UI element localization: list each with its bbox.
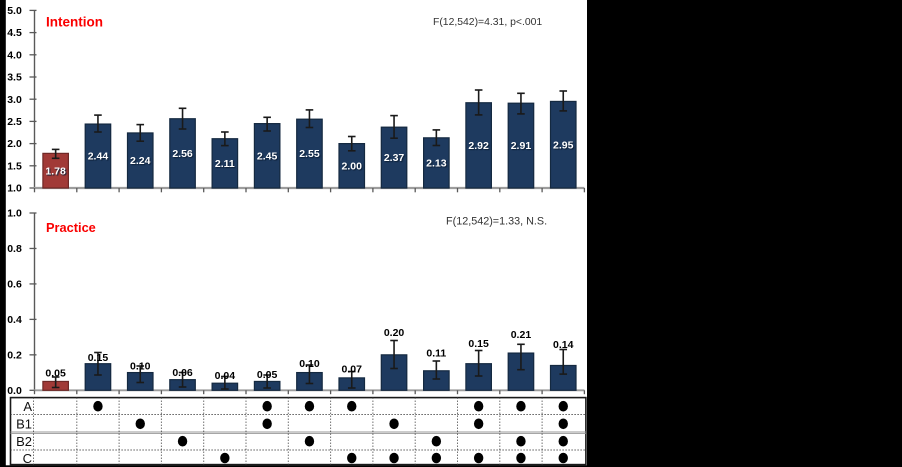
- svg-text:0.05: 0.05: [45, 368, 66, 380]
- svg-text:1.0: 1.0: [7, 208, 22, 220]
- svg-text:4.0: 4.0: [7, 49, 22, 61]
- svg-text:5.0: 5.0: [7, 5, 22, 17]
- svg-text:1.0: 1.0: [7, 183, 22, 195]
- svg-text:0.15: 0.15: [468, 338, 489, 350]
- svg-text:2.00: 2.00: [342, 160, 363, 172]
- svg-text:2.92: 2.92: [468, 140, 489, 152]
- svg-text:4.5: 4.5: [7, 27, 22, 39]
- svg-text:2.24: 2.24: [130, 155, 151, 167]
- svg-text:2.45: 2.45: [257, 150, 278, 162]
- svg-text:0.15: 0.15: [88, 352, 109, 364]
- svg-text:0.04: 0.04: [215, 370, 236, 382]
- svg-text:0.14: 0.14: [553, 339, 574, 351]
- svg-text:2.55: 2.55: [299, 148, 320, 160]
- svg-text:2.91: 2.91: [511, 140, 532, 152]
- svg-text:1.5: 1.5: [7, 160, 22, 172]
- svg-text:0.20: 0.20: [384, 327, 405, 339]
- svg-text:A: A: [23, 399, 32, 414]
- svg-text:0.05: 0.05: [257, 369, 278, 381]
- svg-text:Intention: Intention: [46, 15, 103, 30]
- svg-text:F(12,542)=1.33, N.S.: F(12,542)=1.33, N.S.: [446, 216, 547, 228]
- svg-text:3.5: 3.5: [7, 72, 22, 84]
- svg-text:2.56: 2.56: [172, 148, 193, 160]
- svg-text:2.0: 2.0: [7, 138, 22, 150]
- svg-text:F(12,542)=4.31, p<.001: F(12,542)=4.31, p<.001: [433, 17, 542, 28]
- svg-text:Practice: Practice: [46, 220, 96, 235]
- svg-text:2.5: 2.5: [7, 116, 22, 128]
- svg-text:0.07: 0.07: [342, 364, 363, 376]
- svg-text:0.2: 0.2: [7, 349, 22, 361]
- svg-text:1.78: 1.78: [45, 165, 66, 177]
- svg-text:2.95: 2.95: [553, 139, 574, 151]
- svg-text:0.10: 0.10: [299, 358, 320, 370]
- svg-text:B2: B2: [16, 434, 32, 449]
- svg-text:3.0: 3.0: [7, 94, 22, 106]
- svg-text:0.8: 0.8: [7, 243, 22, 255]
- svg-text:2.11: 2.11: [215, 158, 235, 170]
- svg-text:0.6: 0.6: [7, 279, 22, 291]
- svg-text:0.06: 0.06: [172, 367, 193, 379]
- svg-text:0.10: 0.10: [130, 360, 151, 372]
- svg-text:0.11: 0.11: [426, 348, 446, 360]
- svg-text:2.37: 2.37: [384, 152, 405, 164]
- svg-text:C: C: [23, 451, 32, 466]
- svg-text:2.44: 2.44: [88, 151, 109, 163]
- svg-text:2.13: 2.13: [426, 158, 447, 170]
- svg-text:0.0: 0.0: [7, 385, 22, 397]
- svg-text:0.4: 0.4: [7, 314, 22, 326]
- svg-text:0.21: 0.21: [511, 329, 532, 341]
- svg-text:B1: B1: [16, 417, 32, 432]
